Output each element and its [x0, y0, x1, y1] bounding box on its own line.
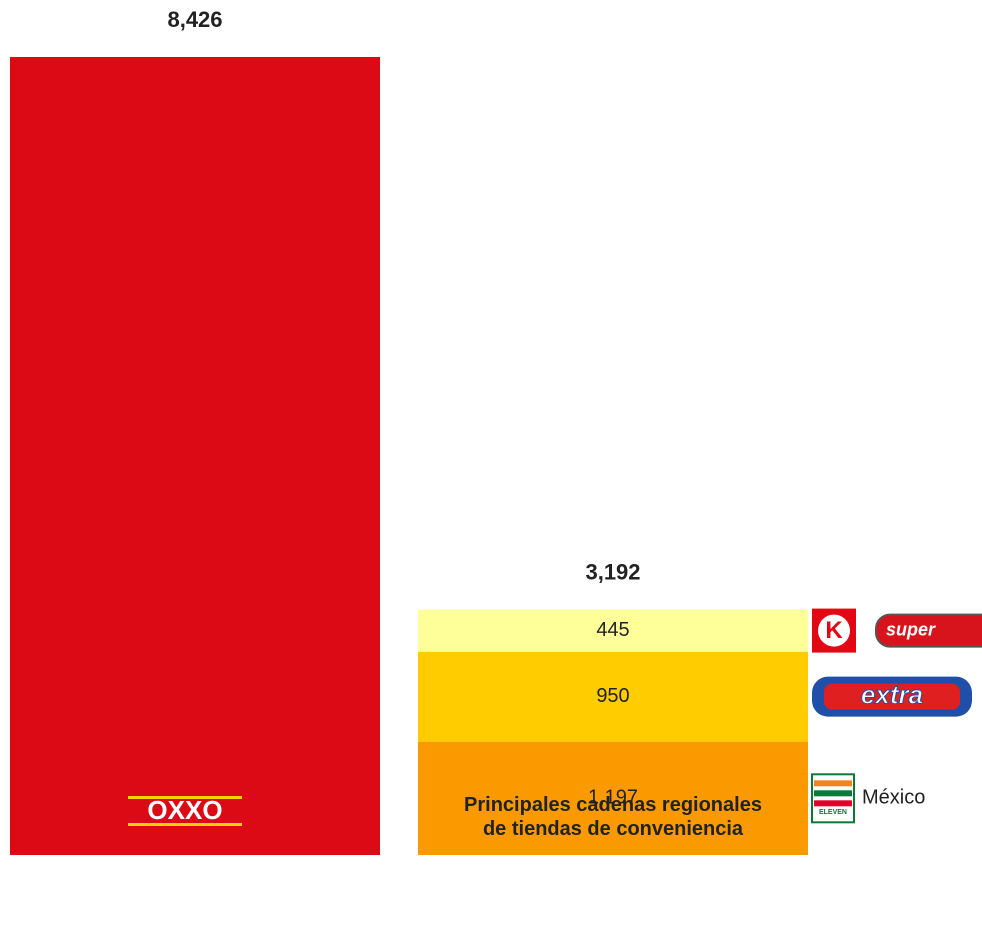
logo: extra: [812, 676, 972, 717]
category-label: Principales cadenas regionales de tienda…: [464, 794, 762, 840]
value-label: 950: [596, 685, 629, 707]
bar-segment: [418, 609, 808, 652]
bar-segment: [418, 651, 808, 742]
logo: ELEVEN México: [811, 773, 925, 824]
total-label: 3,192: [585, 559, 640, 584]
bar-segment: [10, 57, 380, 855]
logo-stripe: [814, 800, 852, 807]
logo-text: ELEVEN: [819, 809, 847, 816]
logo-text: extra: [861, 680, 923, 710]
logo-band: [824, 683, 960, 710]
logo-stripe: [128, 823, 242, 826]
logo-stripe: [814, 790, 852, 797]
value-label: 8,426: [167, 7, 222, 32]
logo-stripe: [814, 780, 852, 787]
value-label: 445: [596, 619, 629, 641]
category-label: OXXO: [147, 795, 222, 825]
value-label: 1,197: [588, 787, 638, 809]
logo-stripe: [128, 796, 242, 799]
logo-bg: [875, 613, 982, 648]
logo-text: K: [825, 617, 843, 644]
bar-segment: [418, 741, 808, 855]
category-logo: OXXO: [128, 792, 242, 830]
logo-circle: [818, 614, 850, 647]
legend-label: México: [862, 787, 925, 809]
logo-text: super: [886, 619, 936, 639]
